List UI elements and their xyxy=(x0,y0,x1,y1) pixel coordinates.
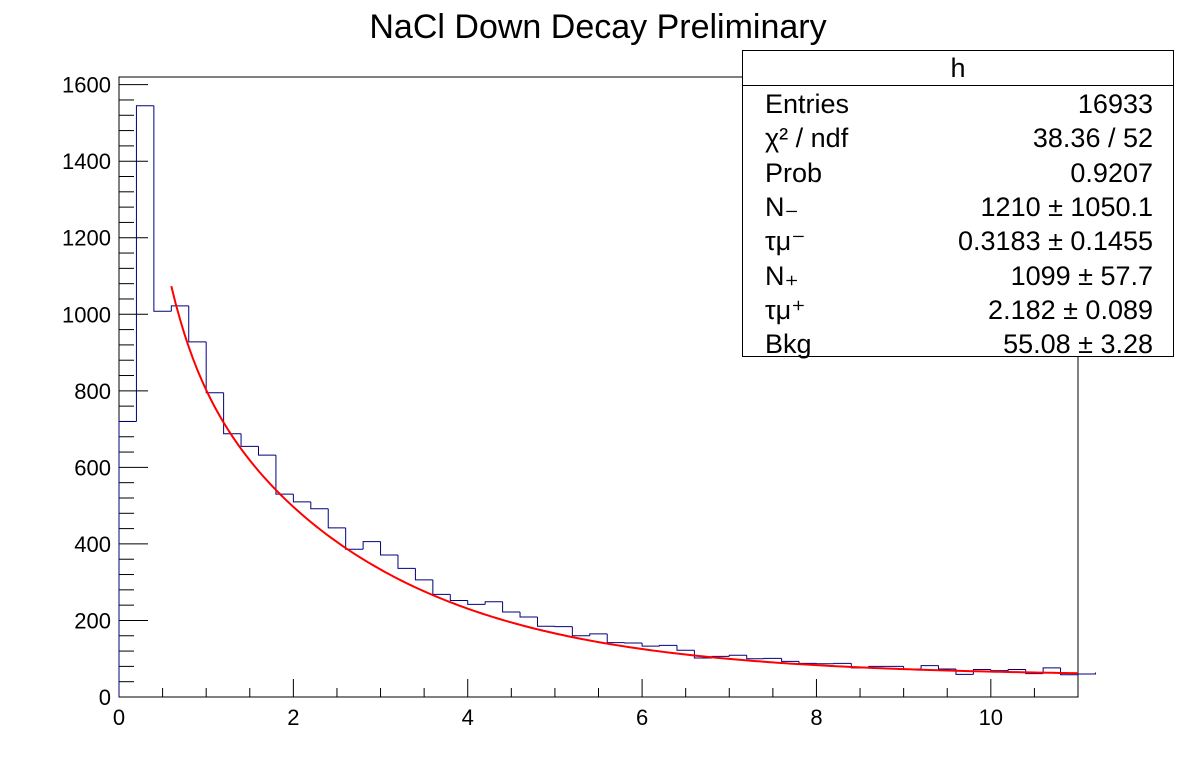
histogram-bin xyxy=(972,668,991,675)
histogram-bin xyxy=(223,392,242,435)
histogram-bin xyxy=(1025,669,1044,675)
stats-row: τμ⁻ 0.3183 ± 0.1455 xyxy=(743,226,1173,260)
histogram-bin xyxy=(380,541,398,556)
stats-row-value: 1210 ± 1050.1 xyxy=(980,191,1153,222)
histogram-bin xyxy=(659,644,677,647)
histogram-bin xyxy=(362,541,381,550)
x-tick-label: 6 xyxy=(636,705,648,730)
stats-row-value: 55.08 ± 3.28 xyxy=(1003,329,1153,360)
histogram-bin xyxy=(414,568,433,581)
histogram-bin xyxy=(1078,672,1096,675)
histogram-bin xyxy=(990,669,1009,672)
stats-row-name: N₊ xyxy=(765,260,799,291)
stats-row: N₋ 1210 ± 1050.1 xyxy=(743,192,1173,226)
histogram-bin xyxy=(484,601,503,605)
stats-row-value: 2.182 ± 0.089 xyxy=(988,294,1153,325)
histogram-bin xyxy=(467,600,486,605)
histogram-bin xyxy=(502,601,521,613)
stats-box: h Entries 16933 χ² / ndf 38.36 / 52 Prob 0.92… xyxy=(742,50,1174,359)
x-tick-label: 4 xyxy=(462,705,474,730)
stats-row-name: χ² / ndf xyxy=(765,123,849,154)
histogram-bin xyxy=(327,508,346,529)
stats-row-name: τμ⁻ xyxy=(765,226,806,257)
stats-row-name: Prob xyxy=(765,157,823,188)
histogram-bin xyxy=(798,661,817,664)
histogram-bin xyxy=(1007,668,1026,671)
histogram-bin xyxy=(432,579,451,595)
histogram-bin xyxy=(205,341,224,394)
stats-row-name: Bkg xyxy=(765,329,812,360)
histogram-bin xyxy=(781,658,800,662)
stats-row-name: τμ⁺ xyxy=(765,294,806,325)
histogram-bin xyxy=(606,633,625,644)
histogram-bin xyxy=(536,617,555,627)
fit-curve xyxy=(170,285,1079,675)
stats-row-value: 16933 xyxy=(1077,89,1153,119)
y-tick-label: 1400 xyxy=(62,149,111,174)
stats-row-value: 38.36 / 52 xyxy=(1032,123,1153,154)
stats-row: N₊ 1099 ± 57.7 xyxy=(743,261,1173,295)
y-tick-label: 0 xyxy=(99,685,111,710)
x-tick-label: 8 xyxy=(810,705,822,730)
histogram-bin xyxy=(135,105,154,422)
stats-row: Entries 16933 xyxy=(743,89,1173,123)
histogram-bin xyxy=(345,527,364,550)
y-tick-label: 1000 xyxy=(62,302,111,327)
y-tick-label: 800 xyxy=(74,379,111,404)
histogram-bin xyxy=(1060,667,1078,676)
histogram-bin xyxy=(746,655,765,660)
histogram-bin xyxy=(589,633,608,636)
histogram-bin xyxy=(571,626,590,637)
y-tick-label: 1200 xyxy=(62,226,111,251)
stats-row: τμ⁺ 2.182 ± 0.089 xyxy=(743,295,1173,329)
histogram-bin xyxy=(920,665,939,670)
histogram-bin xyxy=(153,105,172,312)
histogram-bin xyxy=(188,305,207,343)
histogram-bin xyxy=(310,501,329,510)
histogram-bin xyxy=(641,643,660,647)
x-tick-label: 0 xyxy=(113,705,125,730)
y-tick-label: 1600 xyxy=(62,73,111,98)
x-tick-label: 10 xyxy=(979,705,1003,730)
stats-row: χ² / ndf 38.36 / 52 xyxy=(743,123,1173,157)
stats-row: Prob 0.9207 xyxy=(743,158,1173,192)
x-tick-label: 2 xyxy=(287,705,299,730)
histogram-bin xyxy=(938,665,956,670)
stats-row-value: 0.9207 xyxy=(1070,157,1153,188)
histogram-bin xyxy=(519,612,538,618)
stats-row-value: 1099 ± 57.7 xyxy=(1010,260,1153,291)
chart-title: NaCl Down Decay Preliminary xyxy=(369,8,826,46)
stats-row-value: 0.3183 ± 0.1455 xyxy=(958,226,1153,257)
histogram-bin xyxy=(257,446,276,456)
axes: 0 2 4 6 8 10 0 200 400 600 800 1000 1200 1400 1600 xyxy=(62,73,1079,730)
histogram-bin xyxy=(693,650,712,659)
histogram-bin xyxy=(449,594,468,602)
y-tick-label: 400 xyxy=(74,532,111,557)
y-tick-label: 600 xyxy=(74,455,111,480)
stats-row: Bkg 55.08 ± 3.28 xyxy=(743,329,1173,363)
histogram-bin xyxy=(170,305,189,312)
histogram-bin xyxy=(118,420,137,697)
fit-curve-group xyxy=(170,285,1079,675)
histogram-bin xyxy=(397,555,416,569)
stats-row-name: Entries xyxy=(765,89,850,119)
histogram-bin xyxy=(275,455,294,495)
histogram-bin xyxy=(292,494,311,503)
stats-row-name: N₋ xyxy=(765,191,799,222)
histogram-bin xyxy=(240,433,259,447)
histogram-bin xyxy=(728,654,747,657)
stats-box-title: h xyxy=(743,51,1173,86)
y-tick-label: 200 xyxy=(74,608,111,633)
histogram-bin xyxy=(676,645,695,651)
